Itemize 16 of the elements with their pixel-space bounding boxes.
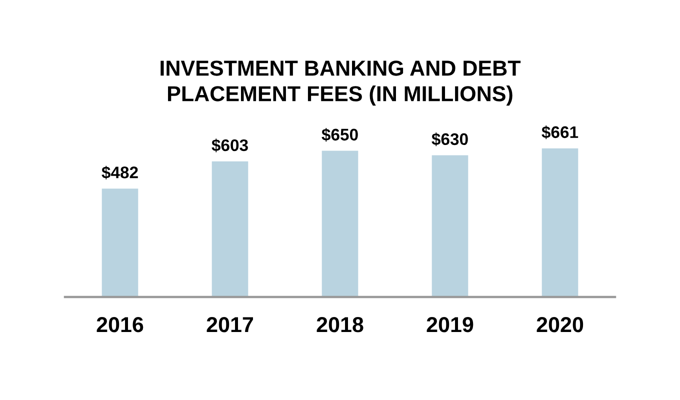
bar — [432, 155, 468, 297]
chart-title: INVESTMENT BANKING AND DEBT PLACEMENT FEES (IN MILLIONS) — [160, 60, 521, 106]
bar — [212, 161, 248, 297]
data-label: $630 — [432, 132, 468, 146]
data-label: $603 — [212, 138, 248, 152]
bar — [322, 150, 358, 297]
data-label: $482 — [102, 166, 138, 180]
x-tick-label: 2016 — [96, 317, 144, 332]
x-tick-label: 2017 — [206, 317, 253, 332]
bar — [102, 188, 138, 297]
x-tick-label: 2018 — [316, 317, 364, 332]
x-tick-label: 2020 — [536, 317, 584, 332]
data-label: $661 — [542, 126, 578, 140]
bar — [542, 148, 578, 297]
data-label: $650 — [322, 128, 358, 142]
x-tick-label: 2019 — [426, 317, 474, 332]
